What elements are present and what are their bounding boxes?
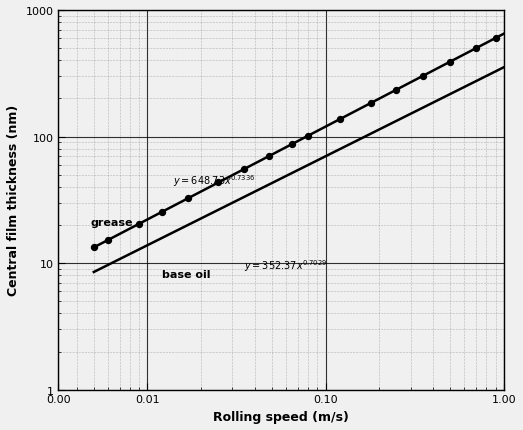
Point [288,141,297,148]
Text: base oil: base oil [162,269,210,279]
Text: grease: grease [90,218,133,227]
Point [492,35,500,42]
Point [184,195,192,202]
Point [418,74,427,80]
Point [336,117,344,123]
Point [472,46,480,52]
Point [265,154,273,160]
X-axis label: Rolling speed (m/s): Rolling speed (m/s) [213,410,349,423]
Point [157,209,166,216]
Point [135,221,143,227]
Point [367,100,376,107]
Point [446,59,454,66]
Point [89,244,98,251]
Text: $y = 648.73x^{0.7336}$: $y = 648.73x^{0.7336}$ [174,173,256,189]
Point [214,180,222,187]
Point [240,166,248,173]
Text: $y = 352.37x^{0.7029}$: $y = 352.37x^{0.7029}$ [244,258,327,273]
Point [104,237,112,244]
Y-axis label: Central film thickness (nm): Central film thickness (nm) [7,105,20,296]
Point [392,87,401,94]
Point [304,133,313,140]
